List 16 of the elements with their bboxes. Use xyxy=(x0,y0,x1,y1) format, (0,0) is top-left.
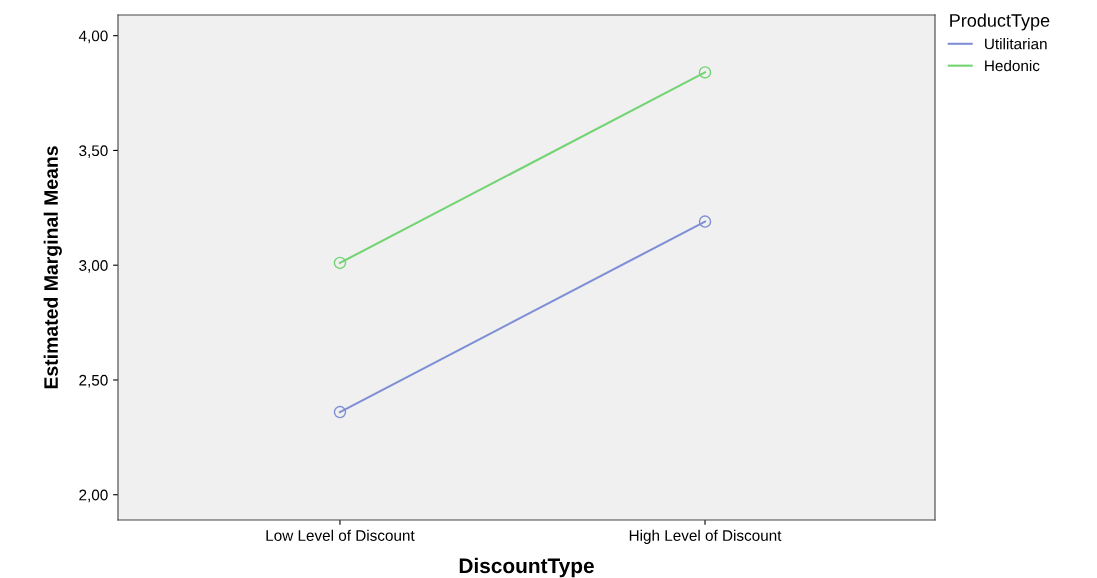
y-tick-label: 3,00 xyxy=(79,260,108,273)
point xyxy=(698,215,712,228)
x-tick-label: High Level of Discount xyxy=(629,529,782,544)
x-axis-title: DiscountType xyxy=(459,557,594,578)
point xyxy=(333,405,347,419)
y-tick-label: 2,00 xyxy=(79,489,108,503)
y-tick-label: 4,00 xyxy=(78,30,108,44)
legend-title: ProductType xyxy=(950,13,1050,31)
y-tick-label: 2,50 xyxy=(79,374,108,388)
legend-label: Utilitarian xyxy=(985,38,1047,50)
x-tick-label: Low Level of Discount xyxy=(266,529,415,541)
legend-label: Hedonic xyxy=(985,59,1040,72)
point xyxy=(698,66,712,79)
y-axis-title: Estimated Marginal Means xyxy=(43,146,62,389)
y-tick-label: 3,50 xyxy=(79,145,108,158)
point xyxy=(333,256,347,270)
